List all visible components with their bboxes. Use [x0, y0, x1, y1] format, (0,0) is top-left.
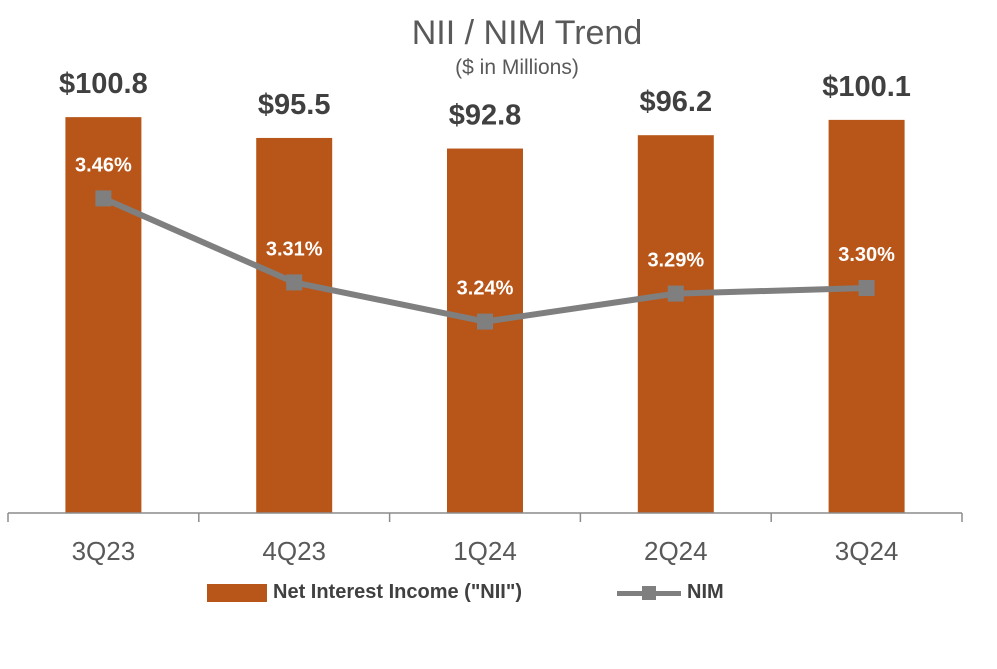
nim-marker-2Q24	[667, 285, 684, 302]
nim-value-label-2Q24: 3.29%	[647, 250, 704, 272]
legend-swatch-nim	[617, 584, 681, 602]
nim-value-label-4Q23: 3.31%	[266, 238, 323, 260]
bar-value-label-1Q24: $92.8	[449, 100, 522, 132]
chart-title: NII / NIM Trend	[411, 14, 643, 52]
nim-line-series	[95, 190, 875, 330]
x-tick-label-1Q24: 1Q24	[453, 536, 517, 566]
bar-3Q24	[828, 119, 905, 513]
data-labels: $100.8 $95.5 $92.8 $96.2 $100.1 3.46% 3.31% 3.2…	[59, 68, 911, 299]
nim-marker-3Q23	[95, 190, 112, 207]
nim-marker-4Q23	[286, 274, 303, 291]
bar-value-label-4Q23: $95.5	[258, 89, 331, 121]
x-axis: 3Q23 4Q23 1Q24 2Q24 3Q24	[7, 512, 963, 566]
bar-value-label-2Q24: $96.2	[640, 86, 713, 118]
bar-2Q24	[637, 135, 714, 514]
x-tick-label-3Q24: 3Q24	[835, 536, 899, 566]
bar-value-label-3Q23: $100.8	[59, 68, 148, 100]
legend-item-nim: NIM	[617, 581, 724, 604]
nim-marker-1Q24	[477, 313, 493, 330]
bar-3Q23	[65, 117, 142, 513]
bar-1Q24	[447, 148, 523, 514]
legend-item-nii: Net Interest Income ("NII")	[207, 581, 522, 604]
legend-swatch-nii	[207, 583, 267, 602]
bar-4Q23	[256, 137, 333, 514]
bar-series	[65, 117, 905, 514]
x-tick-label-2Q24: 2Q24	[644, 536, 708, 566]
legend-label-nii: Net Interest Income ("NII")	[273, 581, 523, 603]
nim-value-label-3Q24: 3.30%	[838, 244, 895, 266]
x-tick-label-4Q23: 4Q23	[262, 536, 326, 566]
chart-subtitle: ($ in Millions)	[455, 56, 579, 79]
x-tick-label-3Q23: 3Q23	[72, 536, 136, 566]
legend: Net Interest Income ("NII") NIM	[0, 581, 997, 609]
legend-label-nim: NIM	[687, 581, 724, 603]
nim-value-label-3Q23: 3.46%	[75, 154, 132, 176]
nim-value-label-1Q24: 3.24%	[457, 278, 514, 300]
nim-marker-3Q24	[858, 280, 875, 296]
bar-value-label-3Q24: $100.1	[822, 71, 911, 103]
